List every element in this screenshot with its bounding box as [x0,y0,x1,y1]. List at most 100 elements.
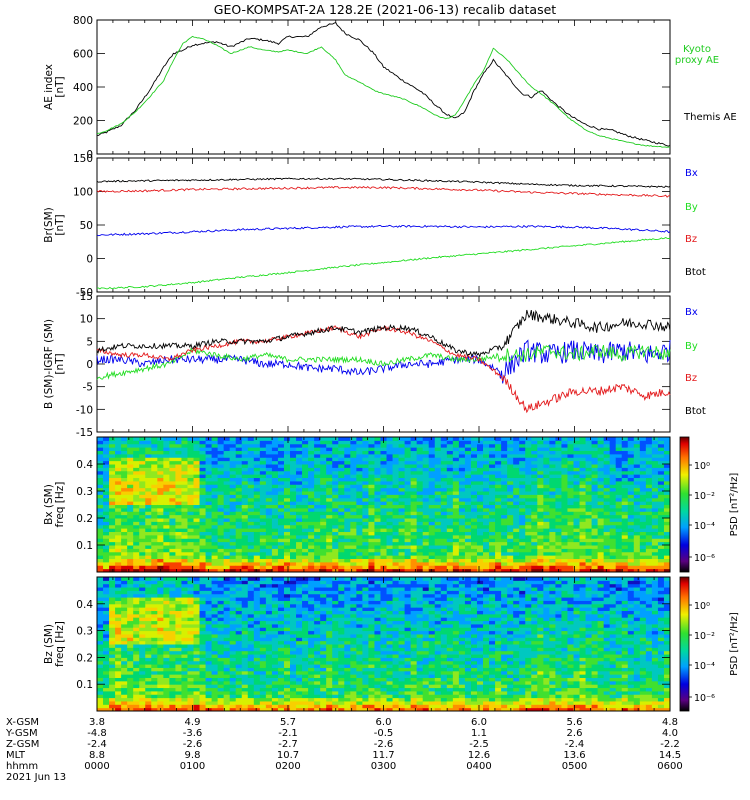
spectrogram-cell [416,464,424,468]
spectrogram-cell [229,450,237,455]
spectrogram-cell [97,630,104,635]
spectrogram-cell [205,464,213,468]
spectrogram-cell [320,480,327,485]
spectrogram-cell [121,677,128,682]
spectrogram-cell [537,538,544,543]
spectrogram-cell [290,497,297,502]
spectrogram-cell [121,620,128,625]
spectrogram-cell [127,565,134,570]
spectrogram-cell [470,453,478,458]
spectrogram-cell [205,593,213,598]
spectrogram-cell [302,565,309,570]
legend-btot: Btot [685,267,706,278]
spectrogram-cell [344,457,351,462]
spectrogram-cell [175,623,182,628]
spectrogram-cell [283,541,291,546]
spectrogram-cell [374,497,381,502]
spectrogram-cell [398,467,406,472]
spectrogram-cell [302,511,309,516]
spectrogram-cell [495,514,502,519]
spectrogram-cell [211,627,219,632]
spectrogram-cell [169,507,176,512]
spectrogram-cell [181,467,188,472]
spectrogram-cell [205,580,213,585]
spectrogram-cell [139,644,146,648]
spectrogram-cell [187,491,194,495]
spectrogram-cell [211,437,219,441]
spectrogram-cell [362,528,369,533]
spectrogram-cell [639,457,647,462]
spectrogram-cell [157,704,164,709]
spectrogram-cell [271,487,279,492]
spectrogram-cell [621,531,629,536]
spectrogram-cell [109,501,116,506]
spectrogram-cell [121,707,128,712]
spectrogram-cell [115,630,122,635]
spectrogram-cell [175,704,182,709]
spectrogram-cell [127,690,134,695]
spectrogram-cell [314,484,321,489]
spectrogram-cell [151,474,158,479]
spectrogram-cell [145,464,152,468]
spectrogram-cell [332,551,339,556]
y-tick-label: 0.3 [76,486,93,498]
spectrogram-cell [320,440,327,445]
spectrogram-cell [458,440,466,445]
y-tick-label: 5 [86,336,93,348]
spectrogram-cell [109,524,116,529]
spectrogram-cell [645,501,653,506]
spectrogram-cell [175,541,182,546]
spectrogram-cell [271,440,279,445]
spectrogram-cell [567,501,574,506]
spectrogram-cell [561,484,568,489]
spectrogram-cell [133,590,140,595]
spectrogram-cell [639,477,647,482]
spectrogram-cell [519,555,526,560]
spectrogram-cell [103,528,110,533]
spectrogram-cell [229,440,237,445]
spectrogram-cell [470,464,478,468]
spectrogram-cell [193,603,201,608]
spectrogram-cell [187,674,194,678]
spectrogram-cell [211,607,219,611]
spectrogram-cell [404,524,412,529]
spectrogram-cell [446,453,454,458]
spectrogram-cell [603,524,611,529]
spectrogram-cell [181,580,188,585]
spectrogram-cell [103,707,110,712]
spectrogram-cell [199,687,207,692]
spectrogram-cell [320,497,327,502]
spectrogram-cell [320,551,327,556]
spectrogram-cell [145,630,152,635]
spectrogram-cell [217,548,225,553]
spectrogram-cell [163,534,170,539]
spectrogram-cell [386,437,394,441]
spectrogram-cell [525,541,532,546]
spectrogram-cell [374,541,381,546]
spectrogram-cell [241,551,249,556]
spectrogram-cell [627,524,635,529]
spectrogram-cell [470,521,478,526]
spectrogram-cell [476,464,484,468]
spectrogram-cell [302,480,309,485]
spectrogram-cell [265,514,273,519]
spectrogram-cell [362,460,369,465]
spectrogram-cell [296,507,303,512]
spectrogram-cell [356,541,363,546]
spectrogram-cell [157,587,164,591]
spectrogram-cell [338,477,345,482]
spectrogram-cell [163,487,170,492]
spectrogram-cell [187,580,194,585]
spectrogram-cell [241,464,249,468]
spectrogram-cell [609,453,617,458]
spectrogram-cell [271,460,279,465]
spectrogram-cell [489,470,496,475]
spectrogram-cell [277,453,285,458]
spectrogram-cell [308,450,315,455]
spectrogram-cell [573,484,581,489]
spectrogram-cell [470,460,478,465]
spectrogram-cell [386,531,394,536]
spectrogram-cell [115,607,122,611]
spectrogram-cell [398,568,406,573]
spectrogram-cell [103,453,110,458]
